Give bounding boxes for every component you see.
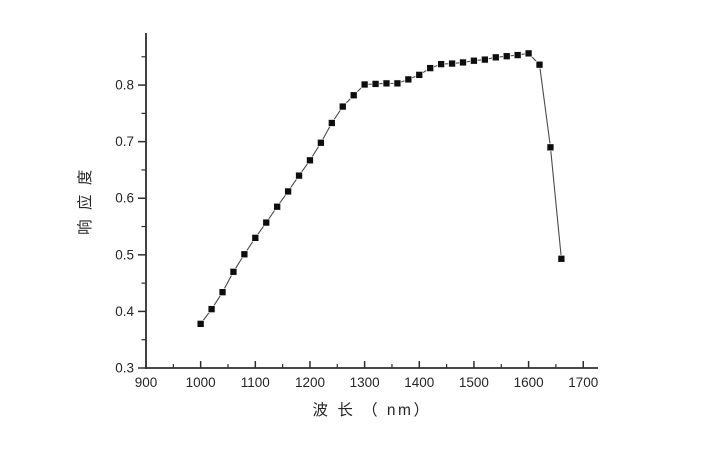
data-point-marker bbox=[546, 143, 555, 152]
x-tick-label: 1500 bbox=[459, 375, 489, 390]
data-point-marker bbox=[426, 64, 435, 72]
data-point-marker bbox=[491, 53, 500, 62]
x-axis-title: 波 长 （ nm） bbox=[313, 401, 432, 419]
y-axis: 0.3 0.4 0.5 0.6 0.7 0.8 bbox=[115, 33, 147, 376]
data-point-marker bbox=[404, 75, 413, 84]
data-point-marker bbox=[557, 254, 566, 263]
x-tick-label: 900 bbox=[135, 375, 158, 390]
y-tick-label: 0.3 bbox=[115, 361, 134, 376]
y-tick-label: 0.7 bbox=[115, 134, 134, 149]
series-line bbox=[200, 52, 562, 325]
data-point-marker bbox=[262, 218, 271, 227]
x-tick-label: 1400 bbox=[404, 375, 434, 390]
data-point-marker bbox=[273, 202, 282, 211]
data-point-marker bbox=[196, 320, 205, 328]
data-point-marker bbox=[535, 60, 544, 69]
data-point-marker bbox=[295, 171, 303, 180]
data-point-marker bbox=[481, 55, 489, 64]
data-point-marker bbox=[327, 119, 336, 127]
data-point-marker bbox=[284, 187, 292, 196]
response-curve bbox=[196, 49, 566, 328]
data-point-marker bbox=[371, 80, 380, 88]
data-point-marker bbox=[437, 60, 445, 68]
data-point-marker bbox=[382, 79, 391, 88]
x-tick-label: 1700 bbox=[568, 375, 598, 390]
y-tick-label: 0.4 bbox=[115, 304, 134, 319]
y-tick-label: 0.5 bbox=[115, 247, 134, 262]
x-tick-label: 1200 bbox=[295, 375, 325, 390]
data-point-marker bbox=[448, 59, 456, 68]
x-tick-label: 1600 bbox=[514, 375, 544, 390]
data-point-marker bbox=[502, 52, 511, 61]
data-point-marker bbox=[415, 71, 424, 79]
data-point-marker bbox=[349, 91, 358, 100]
data-point-marker bbox=[207, 305, 216, 313]
data-point-marker bbox=[240, 250, 249, 259]
x-axis: 900 1000 1100 1200 1300 1400 1500 1600 1700 bbox=[135, 361, 598, 390]
y-tick-label: 0.8 bbox=[115, 78, 134, 93]
data-point-marker bbox=[317, 138, 325, 147]
x-tick-label: 1300 bbox=[350, 375, 380, 390]
y-axis-title: 响 应 度 bbox=[75, 167, 94, 235]
data-point-marker bbox=[513, 51, 522, 59]
data-point-marker bbox=[251, 233, 260, 242]
x-tick-label: 1100 bbox=[241, 375, 270, 390]
x-tick-label: 1000 bbox=[186, 375, 216, 390]
y-tick-label: 0.6 bbox=[115, 191, 134, 206]
data-point-marker bbox=[470, 56, 478, 65]
data-point-marker bbox=[524, 49, 533, 58]
data-point-marker bbox=[338, 102, 347, 111]
data-point-marker bbox=[229, 267, 238, 276]
data-point-marker bbox=[459, 58, 467, 67]
data-point-marker bbox=[218, 288, 227, 297]
data-point-marker bbox=[360, 80, 369, 89]
data-point-marker bbox=[393, 79, 402, 88]
data-point-marker bbox=[306, 156, 314, 165]
